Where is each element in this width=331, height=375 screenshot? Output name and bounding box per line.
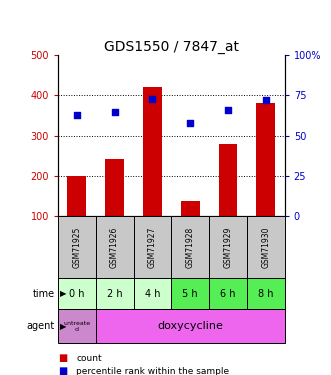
Text: GSM71926: GSM71926 — [110, 226, 119, 268]
Bar — [143, 87, 162, 216]
Title: GDS1550 / 7847_at: GDS1550 / 7847_at — [104, 40, 239, 54]
Bar — [68, 176, 86, 216]
Text: 5 h: 5 h — [182, 289, 198, 299]
Text: 4 h: 4 h — [145, 289, 160, 299]
Text: 8 h: 8 h — [258, 289, 273, 299]
Point — [225, 107, 231, 113]
Point — [263, 97, 268, 103]
Text: GSM71925: GSM71925 — [72, 226, 81, 268]
Point — [150, 96, 155, 102]
Bar — [58, 309, 96, 343]
Bar — [133, 278, 171, 309]
Bar — [218, 144, 237, 216]
Text: 2 h: 2 h — [107, 289, 122, 299]
Text: GSM71927: GSM71927 — [148, 226, 157, 268]
Bar — [171, 216, 209, 278]
Bar — [96, 278, 133, 309]
Text: 6 h: 6 h — [220, 289, 236, 299]
Text: 0 h: 0 h — [69, 289, 84, 299]
Text: ■: ■ — [58, 366, 67, 375]
Text: percentile rank within the sample: percentile rank within the sample — [76, 367, 229, 375]
Bar — [247, 278, 285, 309]
Text: GSM71928: GSM71928 — [186, 226, 195, 268]
Bar — [133, 216, 171, 278]
Text: GSM71930: GSM71930 — [261, 226, 270, 268]
Text: ▶: ▶ — [60, 290, 66, 298]
Point — [188, 120, 193, 126]
Text: count: count — [76, 354, 102, 363]
Bar — [105, 159, 124, 216]
Bar — [209, 216, 247, 278]
Text: agent: agent — [26, 321, 55, 331]
Text: untreate
d: untreate d — [63, 321, 90, 332]
Bar — [96, 216, 133, 278]
Text: doxycycline: doxycycline — [157, 321, 223, 331]
Text: time: time — [32, 289, 55, 299]
Point — [74, 112, 79, 118]
Bar — [58, 216, 96, 278]
Text: ■: ■ — [58, 353, 67, 363]
Point — [112, 109, 117, 115]
Bar — [181, 201, 200, 216]
Text: ▶: ▶ — [60, 322, 66, 331]
Text: GSM71929: GSM71929 — [223, 226, 232, 268]
Bar — [96, 309, 285, 343]
Bar — [58, 278, 96, 309]
Bar — [209, 278, 247, 309]
Bar — [171, 278, 209, 309]
Bar — [256, 104, 275, 216]
Bar — [247, 216, 285, 278]
